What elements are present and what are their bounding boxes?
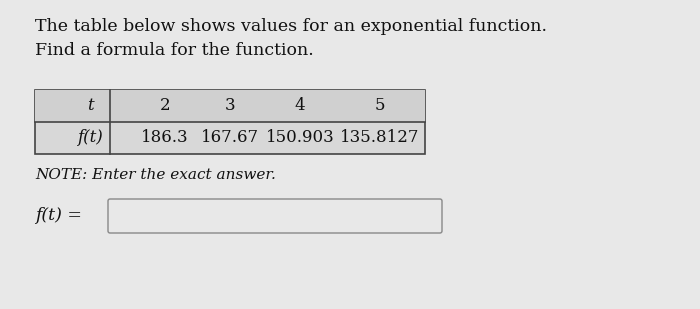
Text: 3: 3: [225, 98, 235, 115]
Text: f(t): f(t): [77, 129, 103, 146]
Text: 167.67: 167.67: [201, 129, 259, 146]
Text: 135.8127: 135.8127: [340, 129, 420, 146]
Bar: [35, 90, 425, 154]
Text: Find a formula for the function.: Find a formula for the function.: [35, 42, 314, 59]
Text: t: t: [87, 98, 93, 115]
Text: f(t) =: f(t) =: [35, 208, 82, 225]
Text: 5: 5: [374, 98, 385, 115]
Text: The table below shows values for an exponential function.: The table below shows values for an expo…: [35, 18, 547, 35]
FancyBboxPatch shape: [108, 199, 442, 233]
Text: 150.903: 150.903: [265, 129, 335, 146]
Text: 2: 2: [160, 98, 170, 115]
Text: NOTE: Enter the exact answer.: NOTE: Enter the exact answer.: [35, 168, 276, 182]
Text: 186.3: 186.3: [141, 129, 189, 146]
Text: 4: 4: [295, 98, 305, 115]
Bar: [35, 90, 425, 122]
